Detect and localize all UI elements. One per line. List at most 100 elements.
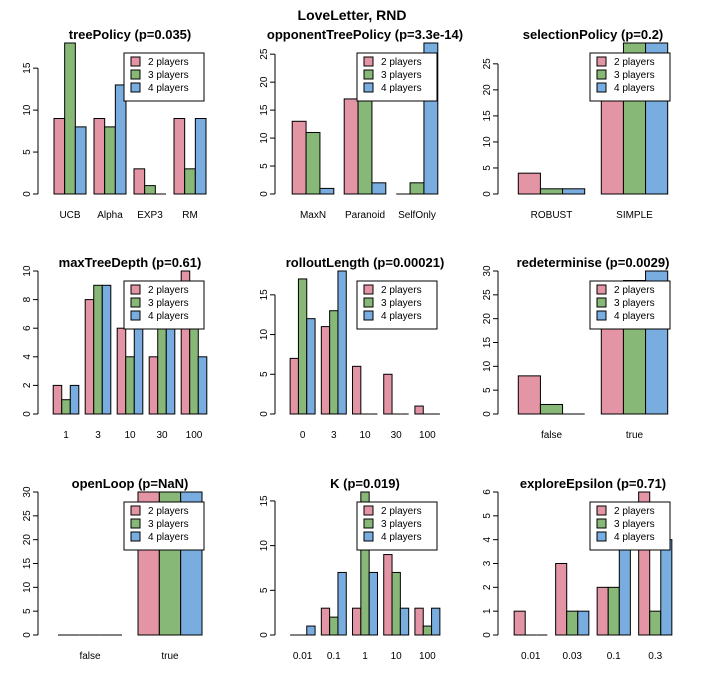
bar-3-3-players xyxy=(93,284,103,415)
y-tick-label: 10 xyxy=(22,581,33,593)
bar-10-2-players xyxy=(383,554,393,636)
legend: 2 players 3 players 4 players xyxy=(589,52,671,102)
panel-7: openLoop (p=NaN) false true 0 5 10 15 20 25 30 2 p… xyxy=(22,476,205,662)
y-tick-label: 0 xyxy=(22,191,33,197)
y-tick-label: 10 xyxy=(482,360,493,372)
panel-title: exploreEpsilon (p=0.71) xyxy=(520,476,666,491)
bar-Alpha-2-players xyxy=(93,118,106,195)
legend-label: 4 players xyxy=(148,83,189,94)
x-tick-label: EXP3 xyxy=(137,210,163,221)
bar-30-2-players xyxy=(148,356,159,415)
x-tick-label: false xyxy=(79,651,101,662)
bar-0.03-2-players xyxy=(555,563,568,636)
bar-Paranoid-4-players xyxy=(371,182,387,195)
legend-swatch xyxy=(130,297,141,308)
bar-false-3-players xyxy=(539,403,564,415)
legend-label: 4 players xyxy=(614,83,655,94)
bar-Alpha-3-players xyxy=(104,126,116,195)
bar-3-2-players xyxy=(320,326,331,415)
bar-100-2-players xyxy=(414,405,424,415)
bar-Paranoid-3-players xyxy=(357,92,373,195)
bar-10-2-players xyxy=(116,327,127,415)
panel-2: opponentTreePolicy (p=3.3e-14) MaxN Parano… xyxy=(259,27,463,221)
y-tick-label: 5 xyxy=(259,587,270,593)
bar-SelfOnly-3-players xyxy=(409,182,425,195)
legend-label: 3 players xyxy=(381,298,422,309)
bar-0.03-3-players xyxy=(566,610,579,636)
bar-1-3-players xyxy=(61,399,71,415)
legend-swatch xyxy=(596,310,607,321)
y-tick-label: 0 xyxy=(22,411,33,417)
bar-100-4-players xyxy=(431,607,441,636)
legend-label: 3 players xyxy=(614,298,655,309)
panel-5: rolloutLength (p=0.00021) 0 3 10 30 100 0 5 10 15… xyxy=(259,255,444,441)
y-tick-label: 10 xyxy=(259,329,270,341)
legend-swatch xyxy=(130,518,141,529)
x-tick-label: 0.03 xyxy=(563,651,583,662)
legend-swatch xyxy=(130,56,141,67)
legend-label: 2 players xyxy=(381,57,422,68)
panel-6: redeterminise (p=0.0029) false true 0 5 10 15 2… xyxy=(482,255,671,441)
legend-swatch xyxy=(363,82,374,93)
x-tick-label: Alpha xyxy=(97,210,123,221)
y-tick-label: 5 xyxy=(259,371,270,377)
x-tick-label: 1 xyxy=(63,430,69,441)
x-tick-label: 100 xyxy=(419,430,436,441)
legend-label: 2 players xyxy=(148,506,189,517)
bar-RM-2-players xyxy=(173,118,186,195)
bar-10-3-players xyxy=(391,571,401,636)
bar-MaxN-3-players xyxy=(305,131,321,195)
y-tick-label: 2 xyxy=(482,584,493,590)
y-tick-label: 15 xyxy=(259,289,270,301)
legend-label: 3 players xyxy=(381,519,422,530)
y-tick-label: 0 xyxy=(259,411,270,417)
legend-label: 3 players xyxy=(148,70,189,81)
x-tick-label: false xyxy=(541,430,563,441)
y-tick-label: 20 xyxy=(482,84,493,96)
legend-label: 2 players xyxy=(148,285,189,296)
y-tick-label: 5 xyxy=(482,165,493,171)
legend-swatch xyxy=(596,505,607,516)
panel-8: K (p=0.019) 0.01 0.1 1 10 100 0 5 10 15 2 players 3… xyxy=(259,476,441,662)
bar-10-2-players xyxy=(352,365,362,415)
legend-label: 2 players xyxy=(614,57,655,68)
panel-title: treePolicy (p=0.035) xyxy=(69,27,191,42)
bar-MaxN-4-players xyxy=(319,187,335,195)
y-tick-label: 20 xyxy=(22,534,33,546)
y-tick-label: 6 xyxy=(22,325,33,331)
bar-UCB-3-players xyxy=(64,42,76,195)
legend-label: 3 players xyxy=(148,298,189,309)
y-tick-label: 5 xyxy=(259,163,270,169)
bar-Paranoid-2-players xyxy=(343,98,359,195)
x-tick-label: 1 xyxy=(362,651,368,662)
bar-0.01-2-players xyxy=(513,610,526,636)
panel-title: openLoop (p=NaN) xyxy=(72,476,189,491)
legend-label: 2 players xyxy=(381,506,422,517)
x-tick-label: RM xyxy=(182,210,198,221)
legend-swatch xyxy=(363,531,374,542)
y-tick-label: 4 xyxy=(22,354,33,360)
legend-swatch xyxy=(363,505,374,516)
legend-swatch xyxy=(363,310,374,321)
x-tick-label: Paranoid xyxy=(345,210,385,221)
x-tick-label: 0.1 xyxy=(327,651,341,662)
legend-swatch xyxy=(596,56,607,67)
legend-label: 2 players xyxy=(614,285,655,296)
y-tick-label: 2 xyxy=(22,382,33,388)
legend: 2 players 3 players 4 players xyxy=(356,280,438,330)
x-tick-label: MaxN xyxy=(300,210,326,221)
bar-0.03-4-players xyxy=(577,610,590,636)
y-tick-label: 25 xyxy=(482,289,493,301)
legend-swatch xyxy=(596,69,607,80)
legend-swatch xyxy=(596,82,607,93)
y-tick-label: 15 xyxy=(22,558,33,570)
legend-swatch xyxy=(363,56,374,67)
bar-0.1-3-players xyxy=(607,586,620,636)
bar-Alpha-4-players xyxy=(114,84,127,195)
bar-EXP3-2-players xyxy=(133,168,146,195)
x-tick-label: 10 xyxy=(391,651,403,662)
bar-1-3-players xyxy=(360,491,370,636)
legend-label: 4 players xyxy=(381,311,422,322)
bar-10-3-players xyxy=(125,356,135,415)
bar-30-3-players xyxy=(157,327,167,415)
